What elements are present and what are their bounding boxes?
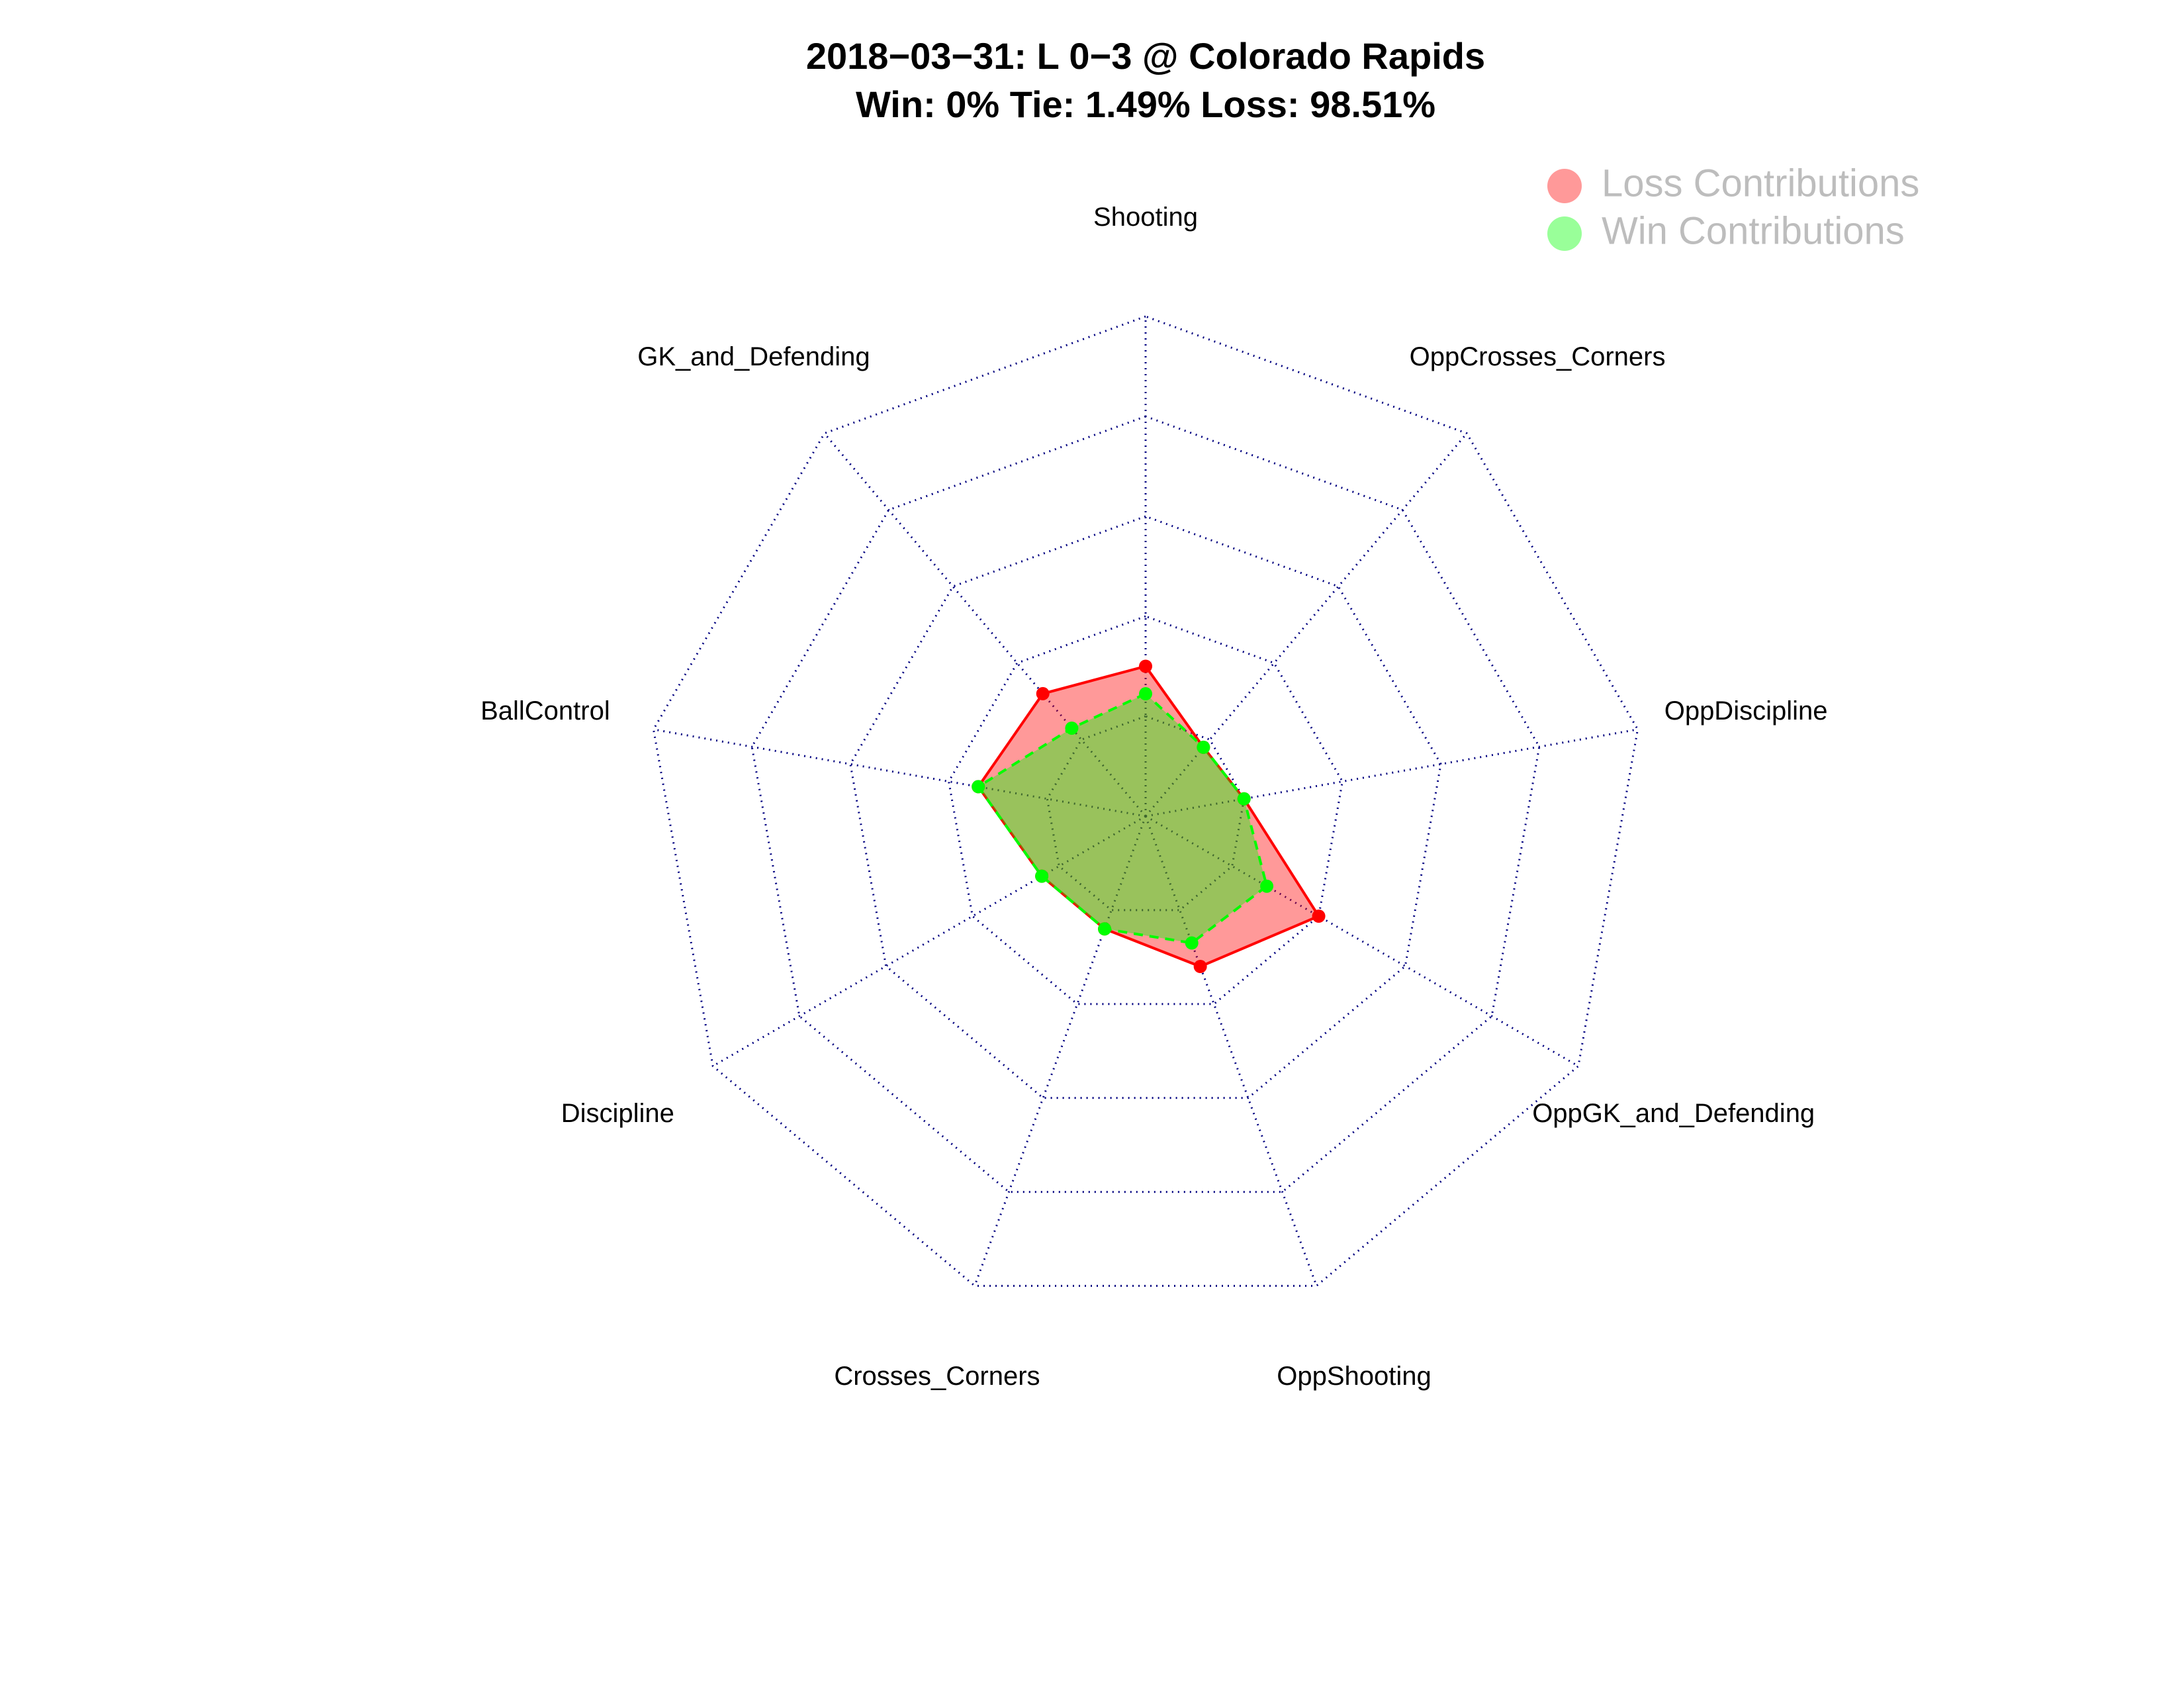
axis-label: OppCrosses_Corners: [1410, 342, 1666, 371]
data-point: [1312, 910, 1326, 923]
axis-label: BallControl: [480, 696, 610, 726]
chart-title: 2018−03−31: L 0−3 @ Colorado Rapids: [806, 35, 1485, 77]
axis-label: Shooting: [1093, 203, 1198, 232]
axis-label: Discipline: [561, 1099, 674, 1128]
grid: Shooting GK_and_Defending BallControl Disci…: [480, 203, 1827, 1391]
axis-label: Crosses_Corners: [834, 1362, 1040, 1391]
legend-label: Loss Contributions: [1602, 162, 1919, 205]
axis-label: OppDiscipline: [1664, 696, 1828, 726]
chart-subtitle: Win: 0% Tie: 1.49% Loss: 98.51%: [856, 83, 1435, 125]
data-point: [1197, 740, 1210, 754]
legend-label: Win Contributions: [1602, 209, 1905, 252]
axis-label: OppShooting: [1277, 1362, 1432, 1391]
grid-ring: [1046, 715, 1246, 912]
data-point: [1185, 936, 1199, 950]
grid-ring: [948, 615, 1343, 1006]
data-point: [1139, 687, 1152, 701]
series-area: [976, 692, 1269, 945]
data-point: [1260, 879, 1274, 893]
data-point: [1193, 960, 1207, 974]
data-point: [1065, 721, 1079, 735]
legend-swatch: [1547, 216, 1582, 251]
axis-label: OppGK_and_Defending: [1532, 1099, 1815, 1128]
data-point: [1237, 792, 1251, 806]
legend-swatch: [1547, 169, 1582, 203]
data-point: [1036, 686, 1050, 700]
grid-ring: [652, 315, 1639, 1287]
data-point: [1139, 659, 1152, 673]
data-point: [1098, 922, 1112, 936]
axis-label: GK_and_Defending: [637, 342, 870, 371]
data-point: [972, 780, 985, 794]
marks: [972, 659, 1326, 974]
data-point: [1035, 869, 1049, 883]
